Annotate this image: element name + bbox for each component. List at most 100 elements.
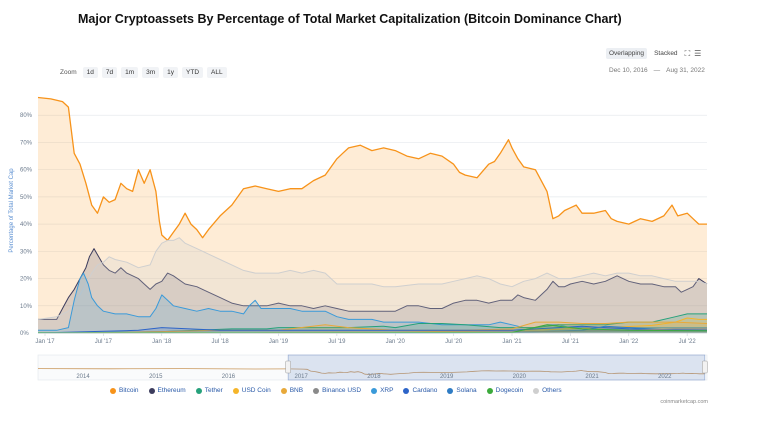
legend-item-tether[interactable]: Tether: [195, 387, 223, 394]
y-tick-label: 80%: [20, 113, 33, 119]
series-line-dogecoin[interactable]: [37, 324, 708, 334]
zoom-1m-button[interactable]: 1m: [121, 67, 139, 78]
legend-label: Binance USD: [322, 387, 362, 394]
zoom-label: Zoom: [60, 69, 77, 76]
legend-dot-cardano: [403, 387, 410, 394]
legend-dot-others: [533, 387, 540, 394]
legend-item-bnb[interactable]: BNB: [280, 387, 304, 394]
x-tick-label: Jan '20: [386, 339, 406, 345]
x-tick-label: Jul '18: [212, 339, 230, 345]
legend-label: USD Coin: [241, 387, 271, 394]
series-area-xrp: [38, 273, 707, 333]
legend-label: BNB: [289, 387, 304, 394]
legend-dot-tether: [195, 387, 202, 394]
legend-label: Dogecoin: [495, 387, 524, 394]
navigator-year-label: 2019: [440, 374, 454, 380]
x-tick-label: Jan '22: [619, 339, 639, 345]
legend-label: Solana: [456, 387, 477, 394]
legend-label: Cardano: [412, 387, 438, 394]
navigator-year-label: 2015: [149, 374, 163, 380]
stacked-button[interactable]: Stacked: [654, 50, 678, 57]
zoom-3m-button[interactable]: 3m: [142, 67, 160, 78]
legend-dot-dogecoin: [486, 387, 493, 394]
legend-item-ethereum[interactable]: Ethereum: [148, 387, 186, 394]
overlapping-button[interactable]: Overlapping: [606, 48, 648, 59]
chart-mode-toolbar: Overlapping Stacked ⛶ ☰: [606, 48, 701, 59]
zoom-1y-button[interactable]: 1y: [163, 67, 179, 78]
series-area-usd-coin: [38, 318, 707, 333]
expand-icon[interactable]: ⛶: [684, 48, 691, 58]
legend-label: Bitcoin: [119, 387, 139, 394]
x-tick-label: Jul '21: [562, 339, 580, 345]
legend-label: XRP: [380, 387, 394, 394]
zoom-all-button[interactable]: ALL: [207, 67, 227, 78]
series-area-bitcoin: [38, 97, 707, 333]
navigator-series-line: [37, 368, 705, 375]
range-navigator[interactable]: 2014 2015 2016 2017 2018 2019 2020 2021 2022: [37, 354, 708, 381]
navigator-year-label: 2017: [295, 374, 309, 380]
date-range: Dec 10, 2016 — Aug 31, 2022: [606, 67, 708, 74]
page-title: Major Cryptoassets By Percentage of Tota…: [78, 12, 622, 26]
legend-item-bitcoin[interactable]: Bitcoin: [110, 387, 139, 394]
legend-item-usd-coin[interactable]: USD Coin: [232, 387, 271, 394]
y-tick-label: 20%: [20, 277, 33, 283]
y-tick-label: 10%: [20, 304, 33, 310]
navigator-selection[interactable]: [287, 354, 706, 381]
y-tick-label: 40%: [20, 222, 33, 228]
legend-item-binance-usd[interactable]: Binance USD: [313, 387, 361, 394]
y-axis-label: Percentage of Total Market Cap: [9, 168, 15, 253]
legend-item-xrp[interactable]: XRP: [371, 387, 393, 394]
date-from-input[interactable]: Dec 10, 2016: [609, 67, 648, 74]
zoom-1d-button[interactable]: 1d: [82, 67, 98, 78]
y-tick-label: 70%: [20, 140, 33, 146]
zoom-controls: Zoom 1d 7d 1m 3m 1y YTD ALL: [60, 67, 227, 78]
legend-dot-xrp: [371, 387, 378, 394]
series-area-bnb: [38, 322, 707, 333]
legend-item-cardano[interactable]: Cardano: [403, 387, 437, 394]
legend-item-solana[interactable]: Solana: [447, 387, 477, 394]
y-axis-ticks: 0% 10% 20% 30% 40% 50% 60% 70% 80%: [20, 113, 33, 337]
x-tick-label: Jul '19: [328, 339, 346, 345]
x-tick-label: Jan '17: [35, 339, 55, 345]
date-to-input[interactable]: Aug 31, 2022: [666, 67, 705, 74]
series-line-bitcoin[interactable]: [37, 96, 707, 242]
legend-dot-solana: [447, 387, 454, 394]
y-tick-label: 30%: [20, 249, 33, 255]
y-tick-label: 60%: [20, 168, 33, 174]
zoom-7d-button[interactable]: 7d: [101, 67, 118, 78]
legend-item-others[interactable]: Others: [533, 387, 562, 394]
zoom-ytd-button[interactable]: YTD: [182, 67, 204, 78]
legend-dot-bitcoin: [110, 387, 116, 394]
x-axis-ticks: Jan '17 Jul '17 Jan '18 Jul '18 Jan '19 Jul '…: [35, 333, 696, 345]
x-tick-label: Jul '17: [95, 339, 113, 345]
legend-dot-binance-usd: [313, 387, 320, 394]
legend-label: Others: [542, 387, 562, 394]
navigator-year-label: 2016: [222, 374, 236, 380]
navigator-year-label: 2022: [658, 374, 672, 380]
chart-series-areas: [37, 96, 708, 334]
series-line-others[interactable]: [37, 237, 708, 320]
x-tick-label: Jul '22: [679, 339, 697, 345]
x-tick-label: Jul '20: [445, 339, 463, 345]
y-tick-label: 50%: [20, 195, 33, 201]
navigator-right-handle[interactable]: [702, 360, 708, 374]
navigator-track: [37, 354, 708, 381]
navigator-year-label: 2021: [585, 374, 599, 380]
legend-label: Tether: [204, 387, 223, 394]
legend-dot-ethereum: [148, 387, 155, 394]
hamburger-menu-icon[interactable]: ☰: [694, 49, 702, 58]
legend-label: Ethereum: [157, 387, 186, 394]
date-separator: —: [653, 67, 661, 74]
navigator-year-label: 2020: [513, 374, 527, 380]
legend-dot-usd-coin: [232, 387, 239, 394]
x-tick-label: Jan '19: [269, 339, 289, 345]
series-line-cardano[interactable]: [37, 325, 708, 334]
series-line-ethereum[interactable]: [38, 248, 708, 320]
legend-item-dogecoin[interactable]: Dogecoin: [486, 387, 524, 394]
navigator-left-handle[interactable]: [285, 360, 291, 374]
navigator-year-label: 2014: [76, 374, 90, 380]
series-area-ethereum: [38, 248, 707, 333]
legend-dot-bnb: [280, 387, 287, 394]
x-tick-label: Jan '21: [502, 339, 522, 345]
